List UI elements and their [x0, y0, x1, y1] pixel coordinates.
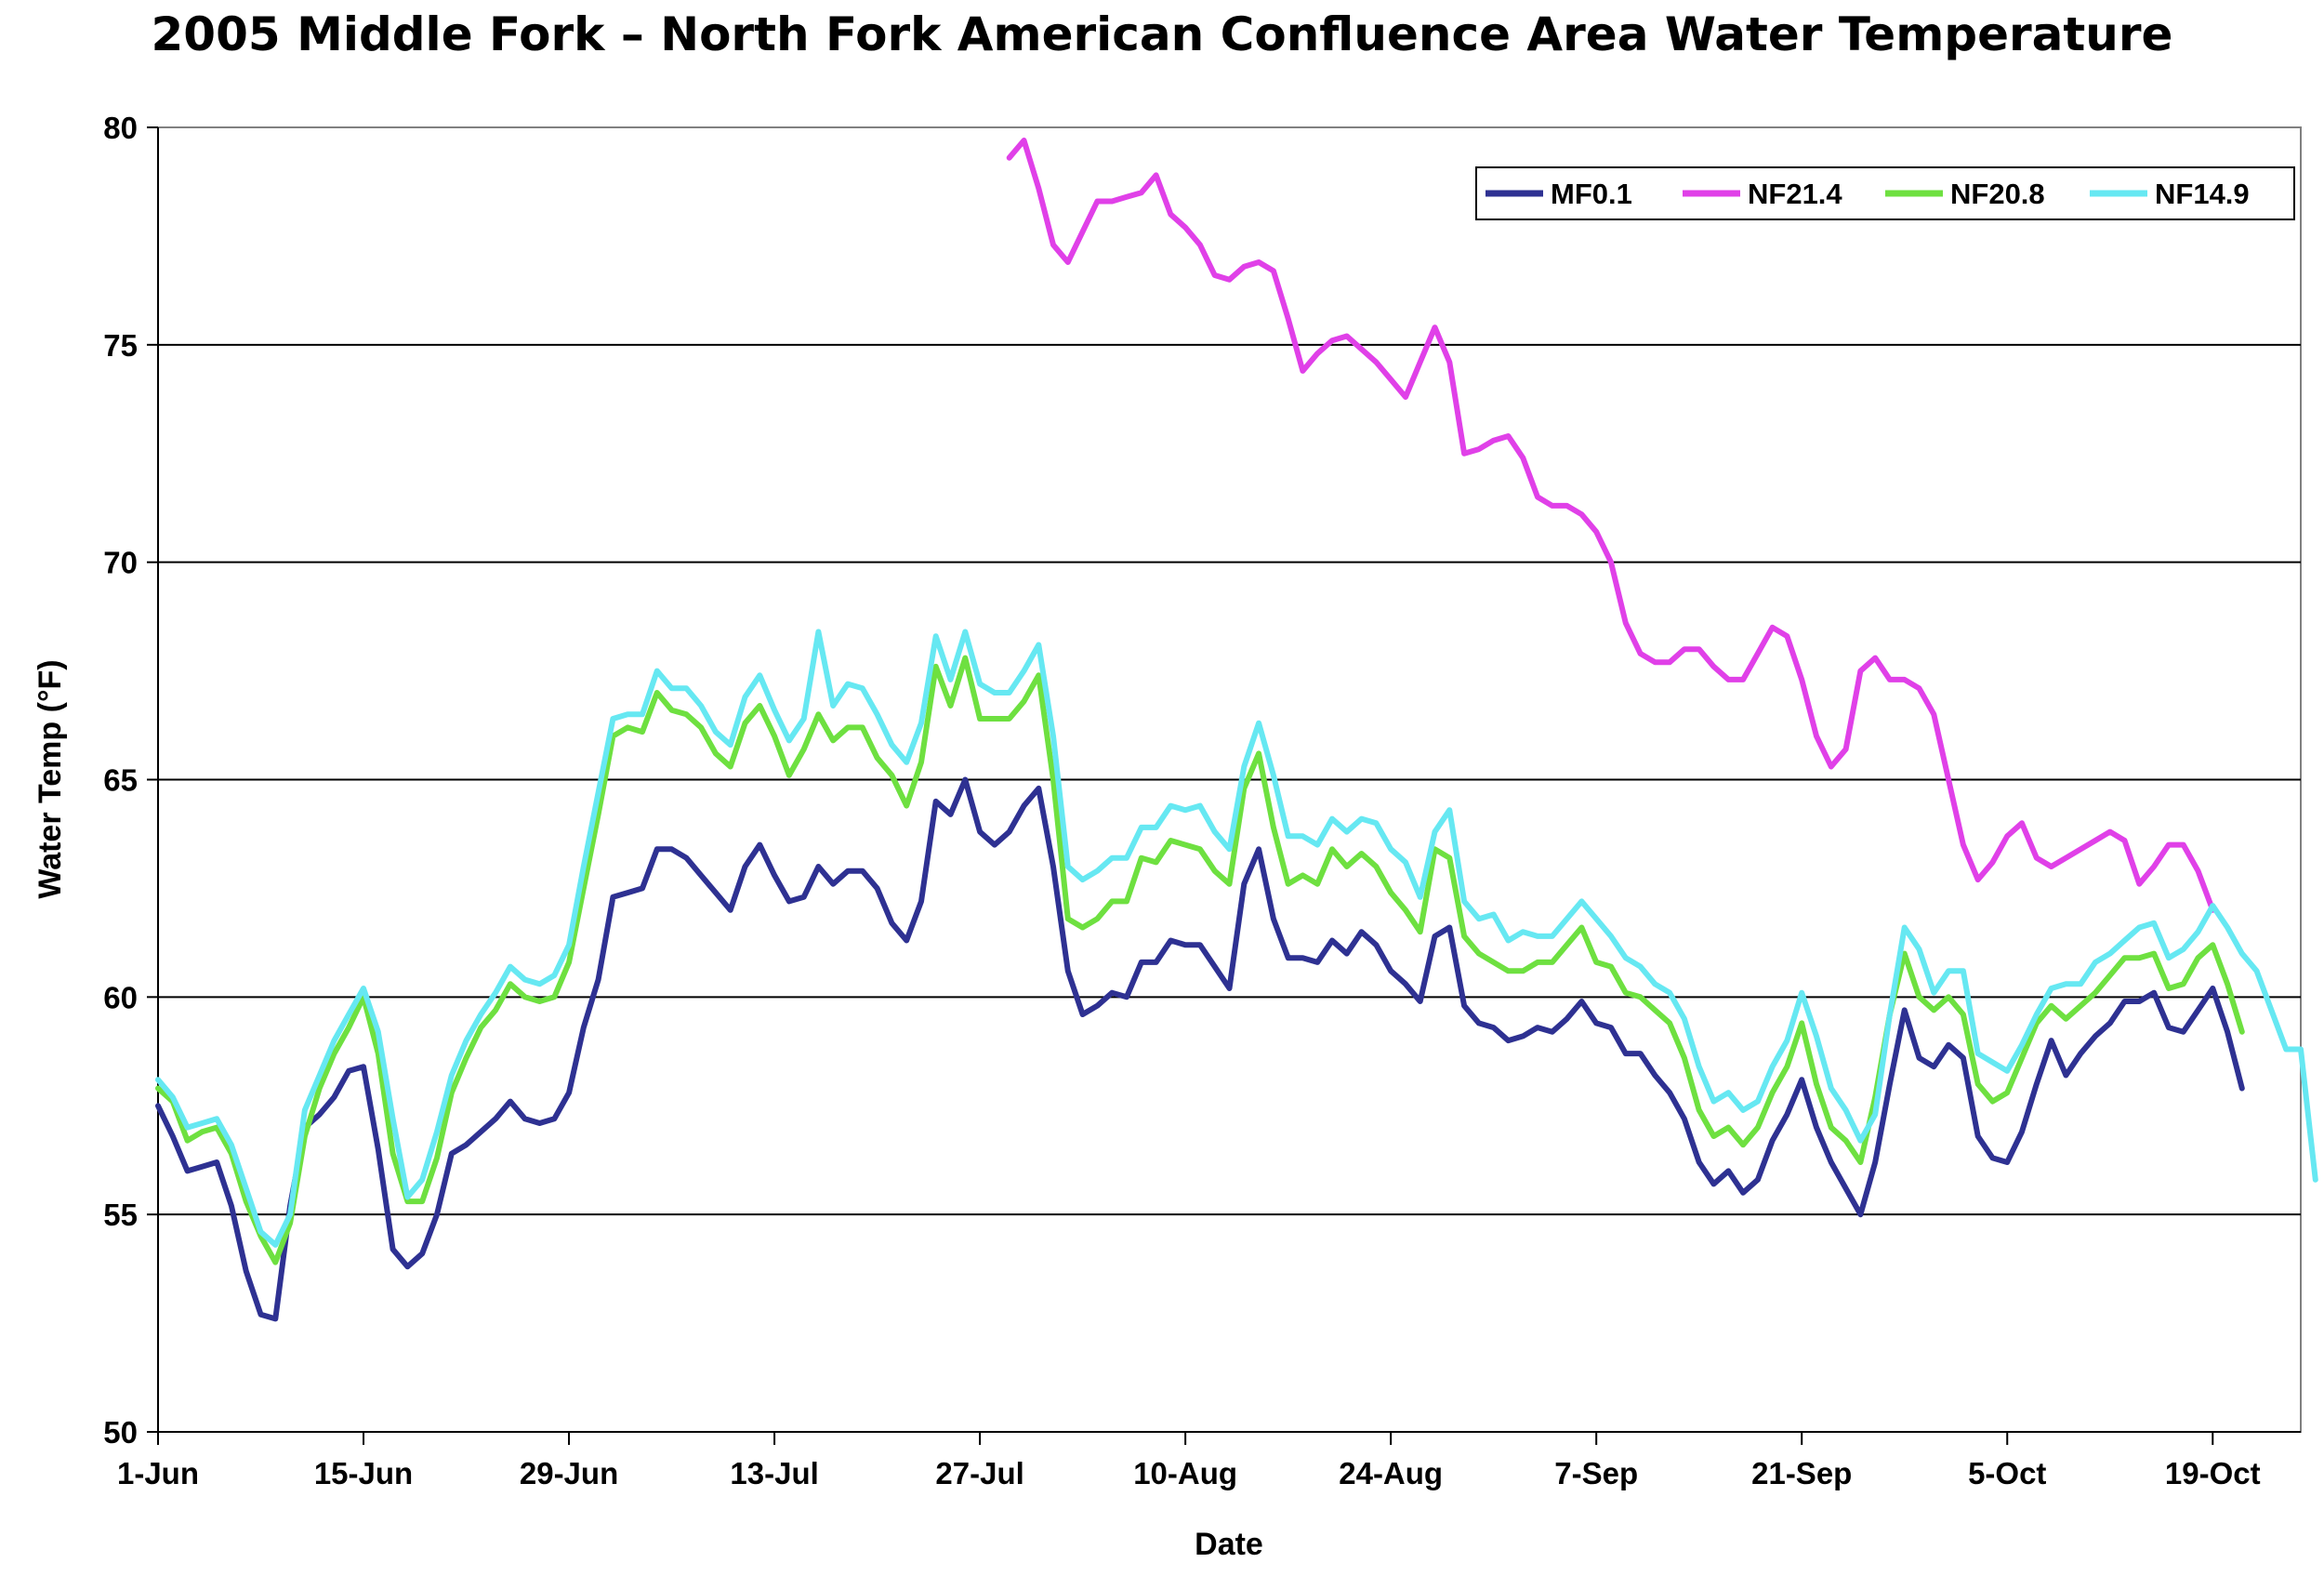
- x-tick-label: 19-Oct: [2165, 1456, 2261, 1490]
- y-tick-label: 55: [103, 1198, 138, 1232]
- legend-label: MF0.1: [1551, 178, 1632, 210]
- chart-title: 2005 Middle Fork – North Fork American C…: [151, 7, 2173, 61]
- legend-label: NF14.9: [2155, 178, 2250, 210]
- x-tick-label: 7-Sep: [1554, 1456, 1638, 1490]
- legend: MF0.1 NF21.4 NF20.8 NF14.9: [1475, 166, 2295, 220]
- x-tick-label: 5-Oct: [1968, 1456, 2046, 1490]
- y-tick-label: 50: [103, 1415, 138, 1450]
- y-tick-label: 65: [103, 763, 138, 798]
- y-tick-label: 60: [103, 980, 138, 1014]
- x-tick-label: 10-Aug: [1133, 1456, 1237, 1490]
- legend-label: NF20.8: [1950, 178, 2045, 210]
- y-tick-label: 80: [103, 111, 138, 145]
- x-tick-label: 27-Jul: [935, 1456, 1023, 1490]
- x-tick-label: 1-Jun: [117, 1456, 199, 1490]
- legend-label: NF21.4: [1748, 178, 1842, 210]
- x-tick-label: 15-Jun: [314, 1456, 413, 1490]
- x-tick-label: 29-Jun: [520, 1456, 618, 1490]
- y-tick-label: 70: [103, 546, 138, 580]
- x-tick-label: 21-Sep: [1751, 1456, 1852, 1490]
- x-tick-label: 24-Aug: [1339, 1456, 1443, 1490]
- series-line-nf21-4: [1006, 138, 2216, 913]
- x-tick-label: 13-Jul: [730, 1456, 818, 1490]
- gridlines: [158, 343, 2301, 1216]
- y-axis-title: Water Temp (°F): [33, 659, 68, 898]
- axes: 50 55 60 65 70 75 80 1-Jun 15-Jun 29-Jun 13-Jul 27-…: [103, 111, 2301, 1490]
- series-line-nf14-9: [155, 629, 2318, 1248]
- series-line-mf0-1: [155, 776, 2245, 1322]
- x-axis-title: Date: [1195, 1527, 1263, 1562]
- data-series: [155, 138, 2318, 1322]
- y-tick-label: 75: [103, 328, 138, 363]
